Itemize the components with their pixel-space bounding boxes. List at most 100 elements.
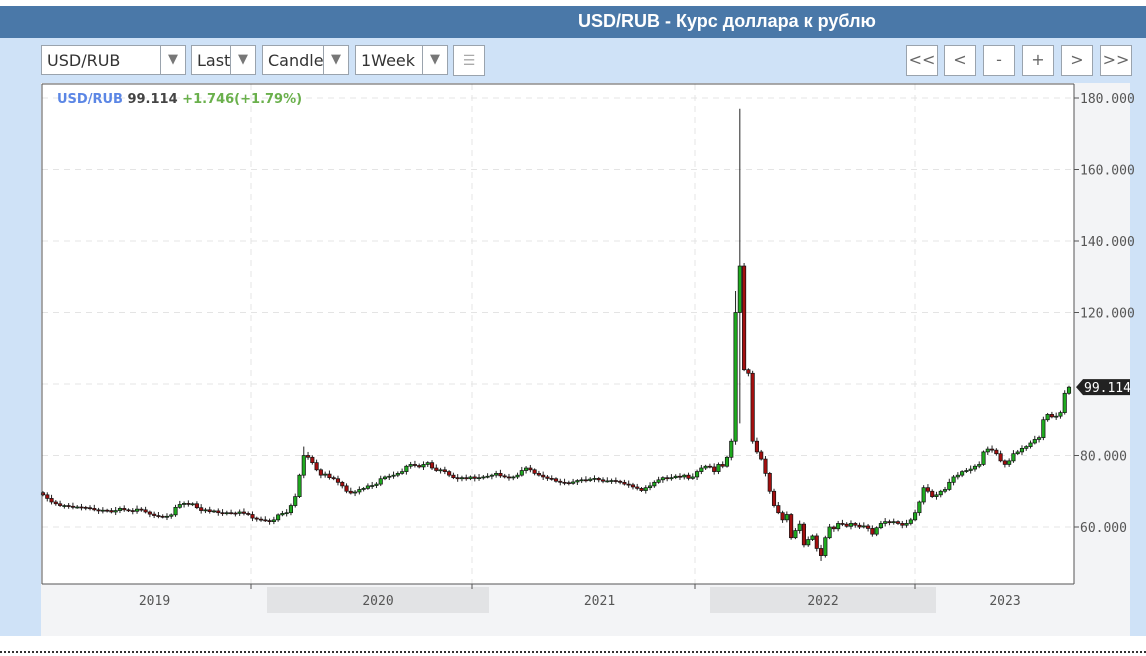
candle-down bbox=[45, 494, 50, 499]
candle-down bbox=[558, 480, 563, 483]
candle-down bbox=[930, 490, 935, 497]
candle-up bbox=[972, 465, 978, 470]
candle-up bbox=[806, 539, 811, 546]
y-tick-label: 160.000 bbox=[1080, 164, 1135, 179]
candle-up bbox=[716, 464, 721, 472]
candle-down bbox=[434, 467, 439, 471]
candle-up bbox=[793, 530, 798, 539]
candle-down bbox=[79, 506, 84, 509]
candle-down bbox=[532, 469, 537, 474]
candle-down bbox=[613, 480, 618, 482]
candle-down bbox=[66, 505, 71, 507]
candle-up bbox=[904, 523, 909, 526]
chevron-down-icon[interactable]: ▼ bbox=[422, 46, 447, 74]
candle-up bbox=[908, 519, 913, 524]
candle-up bbox=[647, 485, 653, 489]
nav-last-button[interactable]: >> bbox=[1100, 45, 1132, 76]
candle-up bbox=[938, 490, 943, 496]
candle-down bbox=[417, 465, 422, 468]
candle-up bbox=[190, 503, 195, 506]
candle-down bbox=[754, 440, 759, 453]
candle-up bbox=[203, 509, 208, 512]
candle-down bbox=[622, 481, 627, 485]
candle-down bbox=[767, 473, 772, 492]
candle-up bbox=[1054, 415, 1059, 418]
candle-up bbox=[575, 480, 580, 483]
candle-up bbox=[810, 535, 815, 540]
nav-next-button[interactable]: > bbox=[1061, 45, 1093, 76]
candle-down bbox=[895, 521, 901, 524]
candle-up bbox=[1015, 451, 1020, 455]
candle-down bbox=[541, 474, 546, 478]
candle-down bbox=[241, 511, 246, 514]
candle-down bbox=[194, 503, 199, 509]
candle-up bbox=[511, 476, 516, 479]
candle-up bbox=[913, 512, 918, 521]
candle-up bbox=[519, 470, 524, 476]
x-tick-label: 2020 bbox=[362, 594, 393, 609]
zoom-out-button[interactable]: - bbox=[983, 45, 1015, 76]
candle-up bbox=[699, 467, 704, 472]
nav-first-button[interactable]: << bbox=[906, 45, 938, 76]
candle-up bbox=[382, 476, 388, 480]
candle-down bbox=[40, 492, 46, 496]
year-band bbox=[710, 587, 936, 613]
candle-down bbox=[335, 478, 341, 483]
price-type-value: Last bbox=[197, 51, 231, 70]
candle-down bbox=[250, 514, 255, 519]
candle-up bbox=[695, 471, 700, 478]
candle-down bbox=[989, 448, 995, 451]
chart-type-select[interactable]: Candle ▼ bbox=[262, 45, 349, 75]
candle-down bbox=[83, 506, 88, 509]
candle-up bbox=[836, 523, 841, 530]
chevron-down-icon[interactable]: ▼ bbox=[160, 46, 185, 74]
candle-down bbox=[186, 503, 191, 505]
candle-up bbox=[323, 473, 328, 476]
candle-down bbox=[314, 462, 319, 471]
candle-down bbox=[254, 517, 259, 520]
candle-up bbox=[1007, 460, 1012, 465]
candle-up bbox=[224, 512, 229, 515]
candle-down bbox=[147, 511, 152, 515]
candle-up bbox=[524, 467, 529, 471]
candle-down bbox=[1002, 460, 1007, 465]
candle-up bbox=[883, 521, 888, 524]
interval-select[interactable]: 1Week ▼ bbox=[355, 45, 448, 75]
price-type-select[interactable]: Last ▼ bbox=[191, 45, 256, 75]
candle-down bbox=[639, 488, 644, 491]
candle-up bbox=[113, 510, 118, 513]
nav-prev-button[interactable]: < bbox=[944, 45, 976, 76]
candle-down bbox=[506, 476, 512, 479]
candle-down bbox=[160, 515, 165, 518]
candle-up bbox=[169, 514, 174, 517]
candle-down bbox=[776, 505, 781, 514]
candle-up bbox=[237, 511, 242, 514]
indicators-button[interactable]: ☰ bbox=[453, 45, 485, 76]
candle-down bbox=[464, 477, 469, 480]
candle-up bbox=[985, 448, 990, 453]
candle-up bbox=[917, 501, 922, 514]
candle-down bbox=[96, 509, 101, 512]
candle-up bbox=[848, 523, 854, 527]
candle-up bbox=[827, 526, 832, 539]
candle-down bbox=[318, 469, 323, 476]
year-band bbox=[267, 587, 489, 613]
list-icon: ☰ bbox=[462, 53, 476, 69]
candle-down bbox=[87, 507, 93, 510]
candle-down bbox=[447, 471, 452, 476]
candle-down bbox=[258, 518, 264, 521]
candle-up bbox=[690, 476, 695, 479]
candle-down bbox=[844, 523, 849, 527]
chevron-down-icon[interactable]: ▼ bbox=[230, 46, 255, 74]
chart-type-value: Candle bbox=[268, 51, 324, 70]
title-bar: USD/RUB - Курс доллара к рублю bbox=[0, 6, 1146, 38]
chevron-down-icon[interactable]: ▼ bbox=[323, 46, 348, 74]
zoom-in-button[interactable]: + bbox=[1022, 45, 1054, 76]
candle-up bbox=[1032, 439, 1037, 444]
candle-down bbox=[528, 467, 533, 471]
candle-down bbox=[925, 487, 930, 492]
symbol-select[interactable]: USD/RUB ▼ bbox=[41, 45, 186, 75]
candle-up bbox=[365, 485, 370, 489]
candle-up bbox=[964, 470, 969, 472]
